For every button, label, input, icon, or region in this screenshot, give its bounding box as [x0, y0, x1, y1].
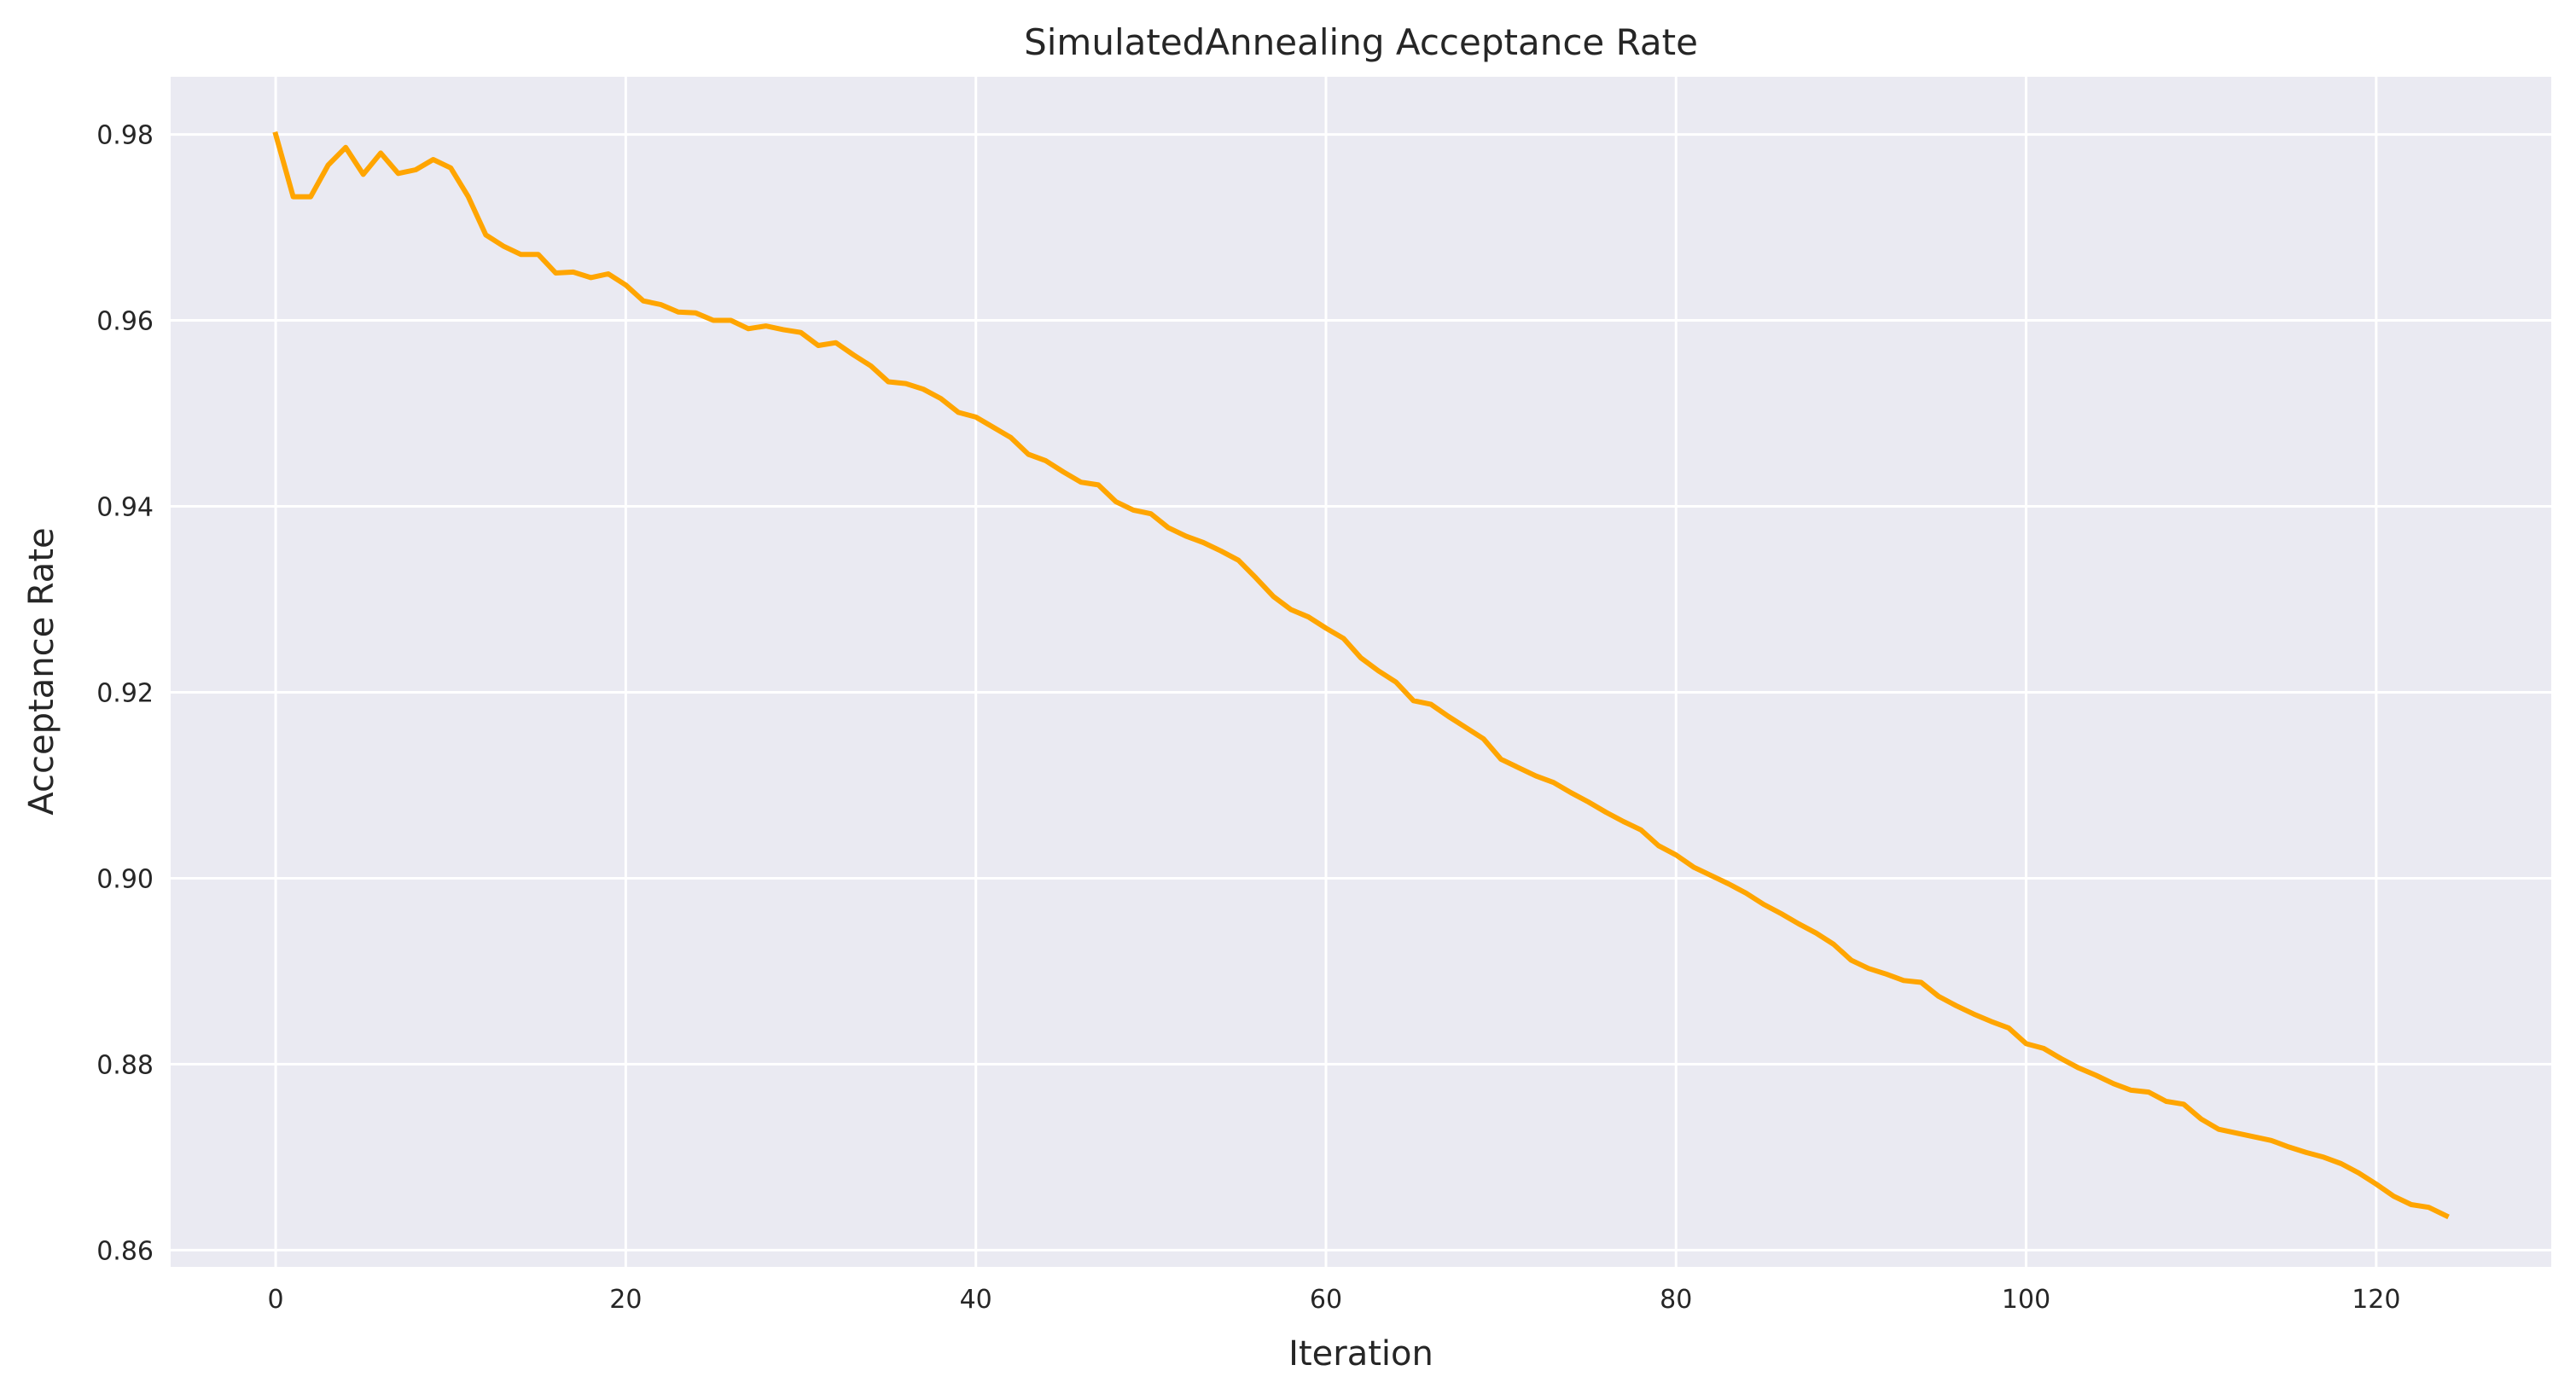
series-group — [272, 131, 2450, 1220]
chart-title: SimulatedAnnealing Acceptance Rate — [1024, 21, 1698, 63]
y-tick-label: 0.90 — [96, 864, 154, 894]
x-axis-label: Iteration — [1288, 1334, 1433, 1374]
x-tick-label: 80 — [1660, 1285, 1692, 1315]
y-tick-label: 0.94 — [96, 493, 154, 523]
grid-lines — [171, 77, 2551, 1267]
x-tick-label: 60 — [1310, 1285, 1342, 1315]
y-tick-label: 0.86 — [96, 1236, 154, 1266]
plot-area — [171, 77, 2551, 1267]
y-tick-labels: 0.86 0.88 0.90 0.92 0.94 0.96 0.98 — [96, 121, 154, 1267]
x-tick-label: 20 — [609, 1285, 642, 1315]
x-tick-label: 100 — [2002, 1285, 2050, 1315]
x-tick-labels: 0 20 40 60 80 100 120 — [268, 1285, 2401, 1315]
y-tick-label: 0.96 — [96, 307, 154, 337]
series-line — [272, 131, 2450, 1220]
y-axis-label: Acceptance Rate — [22, 527, 61, 815]
x-tick-label: 120 — [2352, 1285, 2400, 1315]
y-tick-label: 0.88 — [96, 1050, 154, 1080]
x-tick-label: 0 — [268, 1285, 284, 1315]
y-tick-label: 0.98 — [96, 121, 154, 151]
y-tick-label: 0.92 — [96, 678, 154, 708]
x-tick-label: 40 — [960, 1285, 992, 1315]
